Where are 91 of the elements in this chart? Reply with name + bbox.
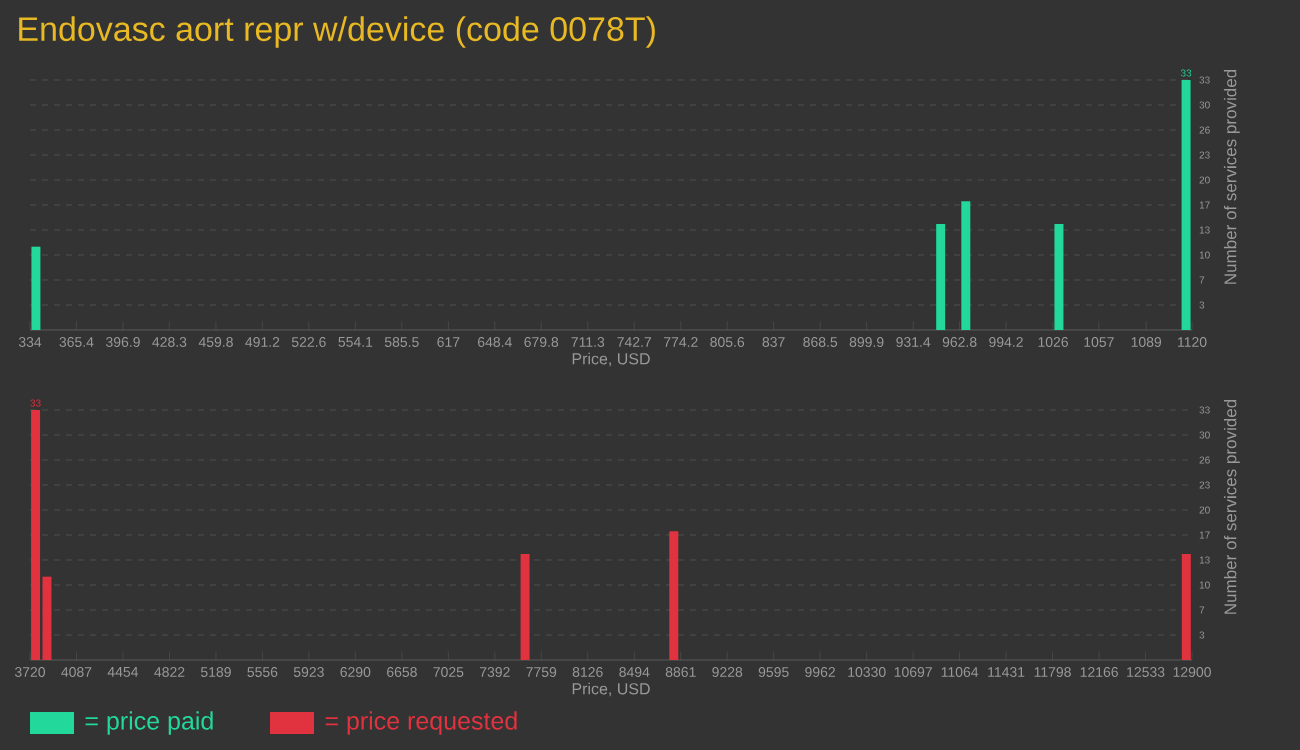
x-tick-label: 11431 (988, 667, 1025, 677)
y-axis-title: Number of services provided (1223, 69, 1240, 284)
x-tick-label: 11798 (1034, 667, 1071, 677)
y-tick-label: 17 (1199, 201, 1210, 209)
x-tick-label: 962.8 (942, 337, 977, 347)
y-tick-label: 33 (1199, 76, 1210, 84)
x-tick-label: 12900 (1173, 667, 1211, 677)
y-tick-label: 10 (1199, 581, 1210, 589)
x-tick-label: 522.6 (291, 337, 326, 347)
y-tick-label: 10 (1199, 251, 1210, 259)
x-tick-label: 8126 (572, 667, 603, 677)
y-tick-label: 13 (1199, 226, 1210, 234)
y-tick-label: 33 (1199, 406, 1210, 414)
y-tick-label: 20 (1199, 176, 1210, 184)
x-tick-label: 8494 (619, 667, 650, 677)
bar (1054, 223, 1064, 330)
y-tick-label: 17 (1199, 531, 1210, 539)
x-tick-label: 931.4 (896, 337, 931, 347)
bar (1181, 79, 1191, 330)
x-tick-label: 554.1 (338, 337, 373, 347)
x-tick-label: 12533 (1127, 667, 1165, 677)
bar (31, 410, 41, 660)
x-tick-label: 805.6 (710, 337, 745, 347)
y-tick-label: 20 (1199, 506, 1210, 514)
x-tick-label: 10697 (894, 667, 932, 677)
x-tick-label: 617 (437, 337, 460, 347)
x-tick-label: 1057 (1084, 337, 1114, 347)
x-tick-label: 9228 (712, 667, 743, 677)
x-tick-label: 396.9 (106, 337, 140, 347)
x-tick-label: 491.2 (245, 337, 280, 347)
x-axis-title: Price, USD (572, 682, 650, 697)
x-tick-label: 7392 (479, 667, 510, 677)
bar (42, 576, 52, 660)
x-tick-label: 11064 (941, 667, 979, 677)
bar (936, 223, 946, 330)
y-tick-label: 26 (1199, 456, 1210, 464)
y-tick-label: 13 (1199, 556, 1210, 564)
bar (520, 553, 530, 660)
y-tick-label: 3 (1199, 301, 1205, 309)
x-tick-label: 5923 (293, 667, 324, 677)
x-tick-label: 8861 (665, 667, 696, 677)
x-tick-label: 5189 (200, 667, 231, 677)
x-tick-label: 4454 (107, 667, 139, 677)
x-tick-label: 742.7 (617, 337, 652, 347)
x-tick-label: 9962 (805, 667, 835, 677)
y-tick-label: 23 (1199, 151, 1210, 159)
x-tick-label: 9595 (758, 667, 789, 677)
data-label: 33 (1180, 69, 1192, 77)
x-tick-label: 585.5 (384, 337, 419, 347)
x-tick-label: 459.8 (198, 337, 233, 347)
y-tick-label: 30 (1199, 101, 1210, 109)
y-tick-label: 7 (1199, 276, 1205, 284)
x-tick-label: 1026 (1038, 337, 1068, 347)
x-tick-label: 4087 (61, 667, 92, 677)
bar (961, 201, 971, 330)
y-tick-label: 26 (1199, 126, 1210, 134)
x-tick-label: 334 (18, 337, 42, 347)
x-tick-label: 10330 (848, 667, 886, 677)
x-tick-label: 648.4 (478, 337, 512, 347)
x-axis-title: Price, USD (572, 352, 650, 367)
x-tick-label: 899.9 (849, 337, 884, 347)
y-tick-label: 7 (1199, 606, 1205, 614)
x-tick-label: 7025 (433, 667, 464, 677)
x-tick-label: 1120 (1178, 337, 1207, 347)
bar (669, 531, 679, 660)
y-tick-label: 30 (1199, 431, 1210, 439)
bar (1181, 553, 1191, 660)
chart-title: Endovasc aort repr w/device (code 0078T) (19, 16, 655, 48)
x-tick-label: 4822 (154, 667, 185, 677)
y-axis-title: Number of services provided (1223, 399, 1240, 614)
x-tick-label: 6290 (340, 667, 371, 677)
x-tick-label: 994.2 (989, 337, 1023, 347)
x-tick-label: 774.2 (663, 337, 698, 347)
x-tick-label: 868.5 (803, 337, 838, 347)
x-tick-label: 12166 (1080, 667, 1118, 677)
x-tick-label: 428.3 (152, 337, 187, 347)
x-tick-label: 6658 (387, 667, 417, 677)
x-tick-label: 1089 (1131, 337, 1162, 347)
x-tick-label: 711.3 (571, 337, 605, 347)
bar (31, 246, 41, 330)
y-tick-label: 3 (1199, 631, 1205, 639)
x-tick-label: 837 (762, 337, 785, 347)
x-tick-label: 3720 (14, 667, 46, 677)
x-tick-label: 679.8 (524, 337, 559, 347)
y-tick-label: 23 (1199, 481, 1210, 489)
legend-label: = price requested (325, 711, 517, 735)
data-label: 33 (30, 399, 41, 407)
x-tick-label: 5556 (247, 667, 278, 677)
x-tick-label: 365.4 (59, 337, 94, 347)
x-tick-label: 7759 (526, 667, 557, 677)
legend-label: = price paid (85, 711, 213, 735)
